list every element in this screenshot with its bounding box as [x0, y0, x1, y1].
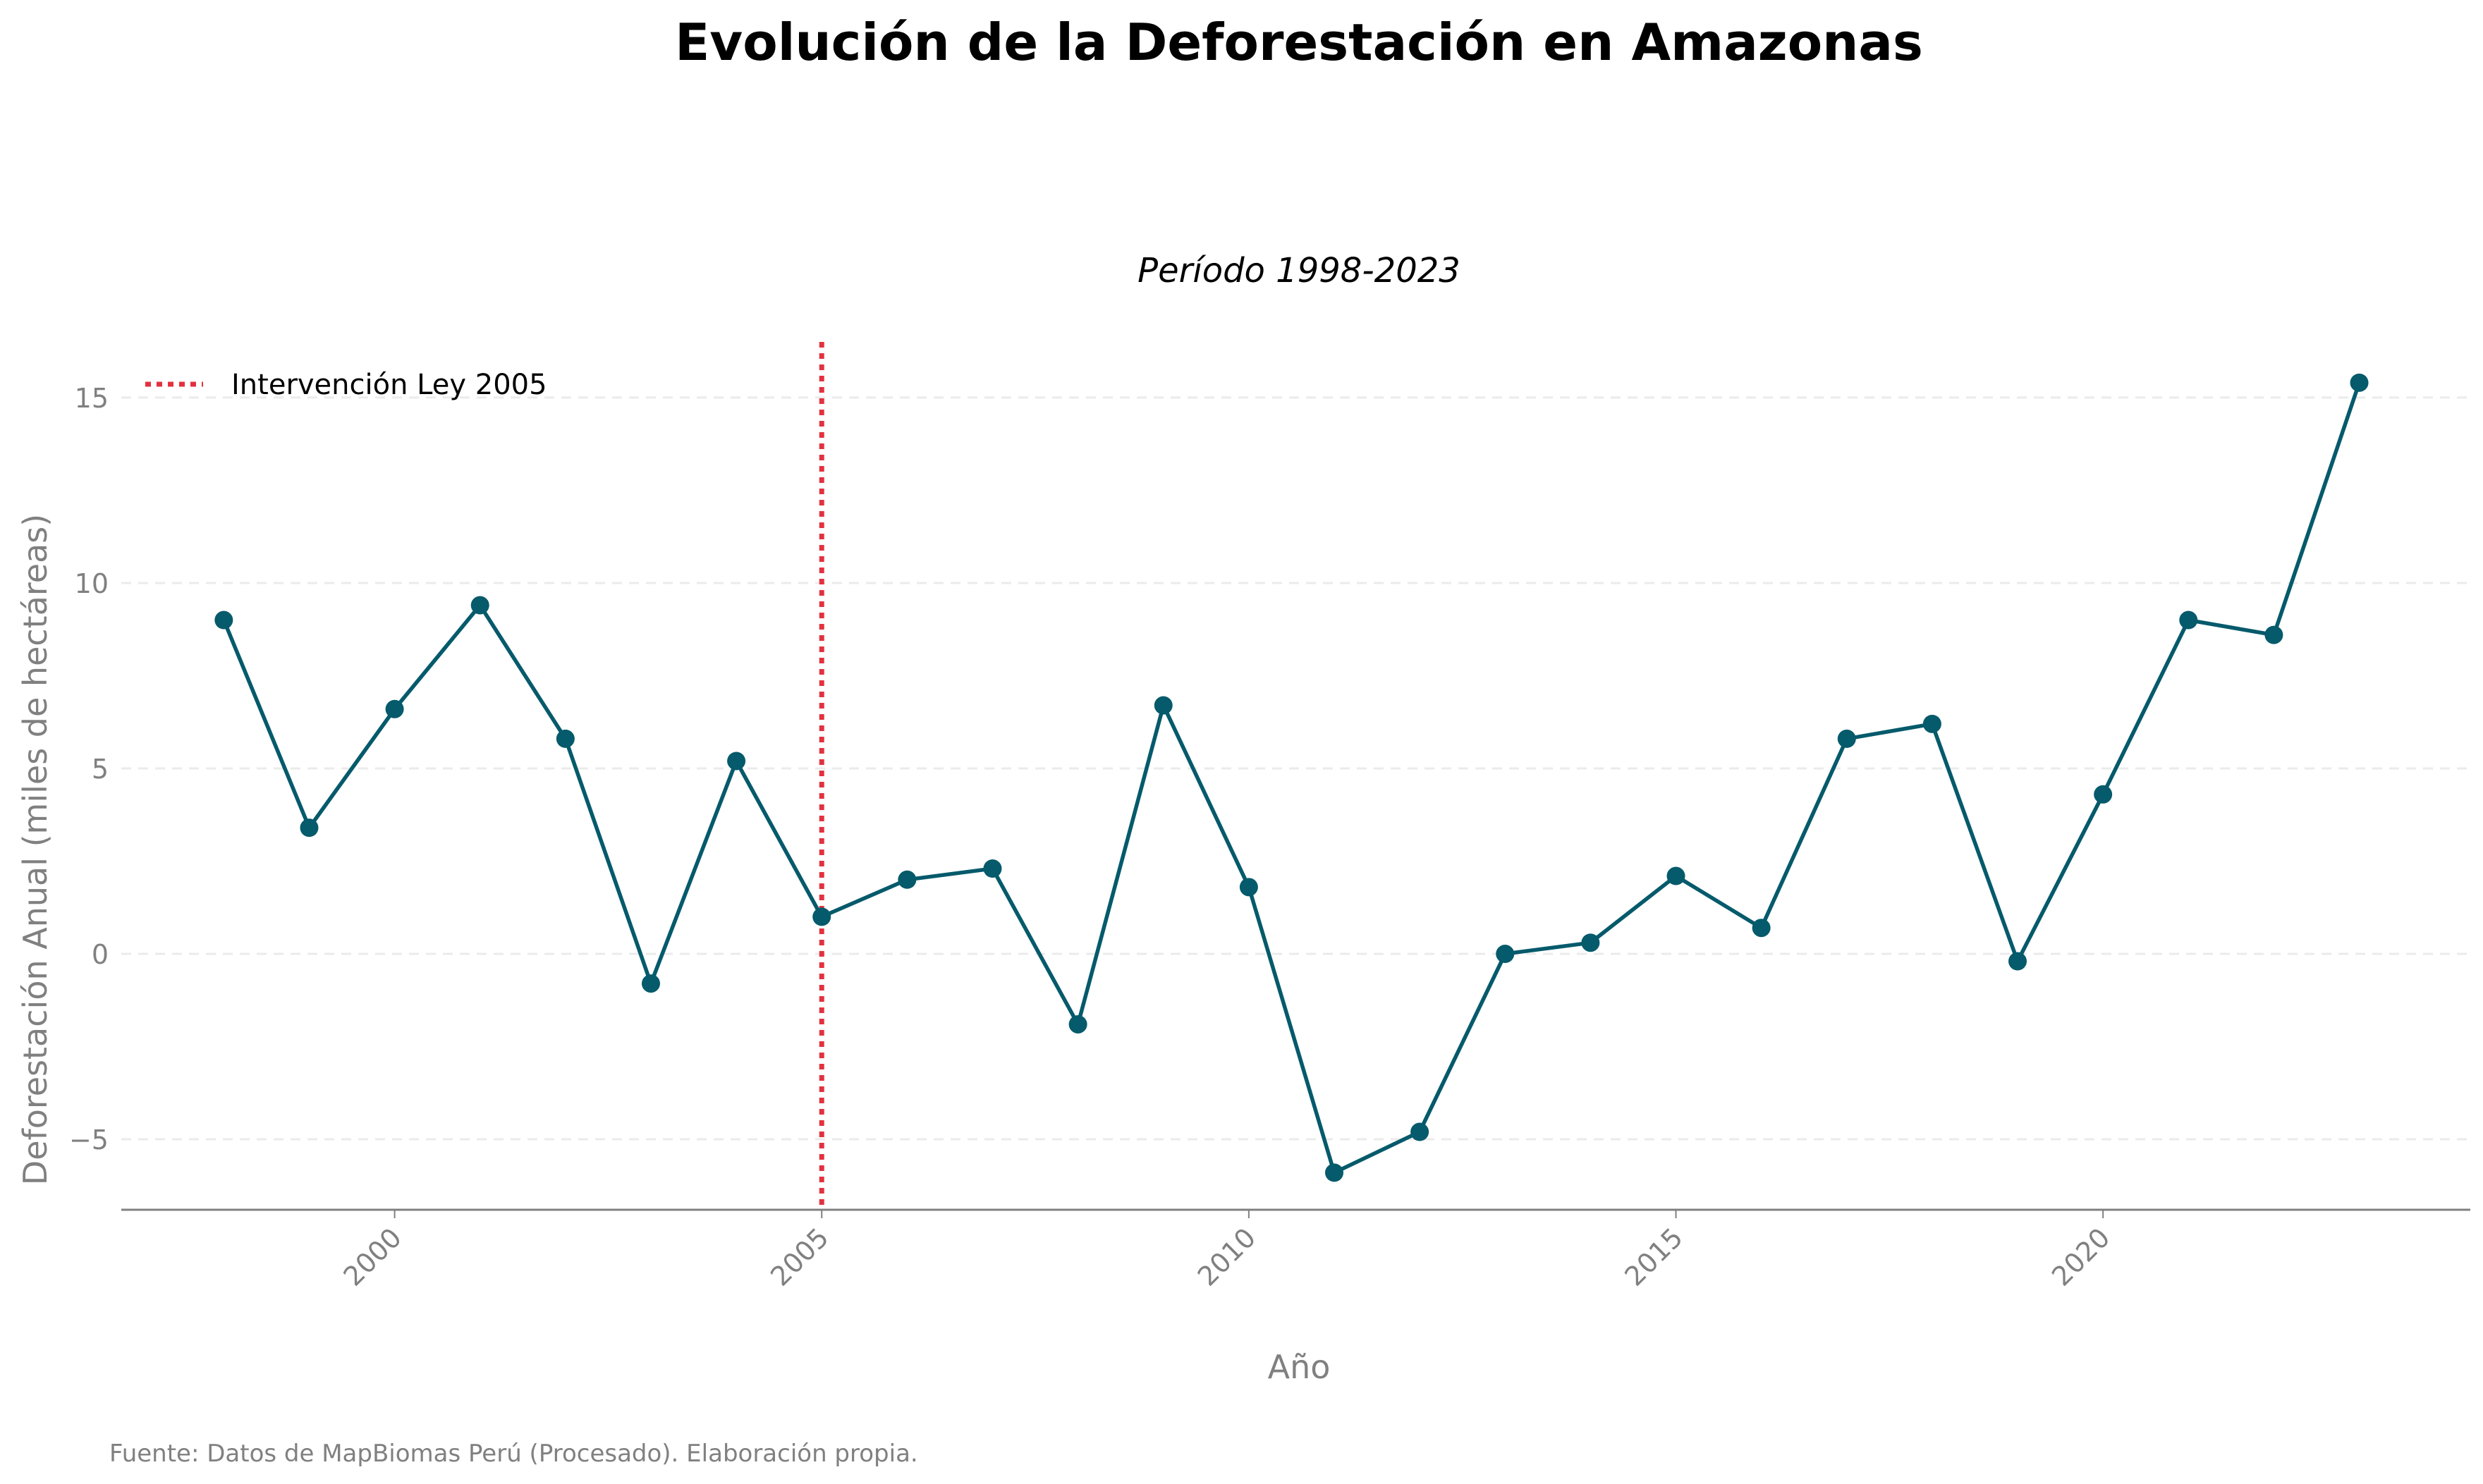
data-point — [1581, 933, 1600, 952]
data-point — [385, 699, 404, 718]
data-point — [1154, 696, 1173, 715]
data-point — [1837, 729, 1856, 748]
data-point — [1752, 919, 1771, 938]
y-tick-label: −5 — [69, 1124, 109, 1155]
legend-entry-label: Intervención Ley 2005 — [231, 369, 547, 401]
grid-lines — [121, 396, 2470, 1141]
data-points — [214, 373, 2369, 1182]
data-point — [1666, 866, 1685, 885]
y-tick-label: 10 — [75, 568, 109, 599]
data-point — [1496, 945, 1515, 964]
data-point — [470, 596, 489, 615]
y-tick-label: 5 — [92, 754, 109, 785]
data-point — [2008, 952, 2027, 971]
data-point — [641, 974, 660, 993]
data-point — [300, 818, 319, 838]
y-tick-label: 15 — [75, 383, 109, 414]
data-point — [727, 752, 746, 771]
chart-subtitle: Período 1998-2023 — [1137, 251, 1460, 290]
y-tick-label: 0 — [92, 939, 109, 970]
x-tick-label: 2005 — [764, 1222, 835, 1292]
data-point — [214, 611, 233, 630]
legend: Intervención Ley 2005 — [145, 369, 547, 401]
data-point — [1410, 1122, 1429, 1141]
data-point — [1325, 1163, 1344, 1182]
data-point — [1922, 714, 1941, 733]
data-point — [2094, 785, 2113, 804]
x-tick-label: 2020 — [2046, 1222, 2116, 1292]
data-point — [2264, 625, 2283, 644]
y-axis-ticks: −5 0 5 10 15 — [69, 383, 109, 1155]
series-line — [221, 382, 2362, 1175]
data-point — [898, 870, 917, 889]
data-point — [983, 859, 1002, 878]
x-tick-label: 2000 — [337, 1222, 408, 1292]
data-point — [1239, 878, 1258, 897]
data-point — [2179, 611, 2198, 630]
x-tick-label: 2010 — [1192, 1222, 1262, 1292]
x-axis-ticks: 2000 2005 2010 2015 2020 — [337, 1210, 2116, 1292]
data-point — [2350, 373, 2369, 392]
y-axis-label: Deforestación Anual (miles de hectáreas) — [16, 514, 54, 1185]
x-tick-label: 2015 — [1618, 1222, 1689, 1292]
chart-title: Evolución de la Deforestación en Amazona… — [675, 13, 1923, 72]
source-note: Fuente: Datos de MapBiomas Perú (Procesa… — [109, 1440, 918, 1468]
data-point — [1068, 1014, 1087, 1034]
x-axis-label: Año — [1268, 1348, 1331, 1386]
data-point — [812, 907, 831, 926]
data-point — [556, 729, 575, 748]
